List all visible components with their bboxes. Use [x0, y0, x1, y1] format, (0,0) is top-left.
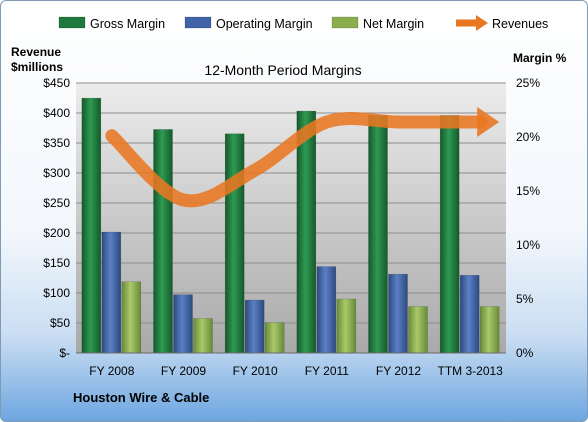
gross-margin-bar	[224, 133, 245, 354]
gross-margin-legend-swatch	[58, 16, 86, 29]
operating-margin-bar	[459, 274, 480, 354]
left-tick-label: $250	[43, 196, 70, 210]
gross-margin-bar	[153, 129, 173, 354]
operating-margin-bar	[101, 231, 122, 354]
x-tick-label: TTM 3-2013	[437, 364, 503, 378]
left-tick-label: $-	[59, 346, 70, 360]
right-tick-label: 10%	[516, 238, 540, 252]
right-tick-label: 5%	[516, 292, 534, 306]
net-margin-bar	[121, 281, 142, 354]
right-tick-label: 0%	[516, 346, 534, 360]
legend-label: Gross Margin	[90, 17, 165, 31]
x-tick-label: FY 2008	[89, 364, 134, 378]
right-axis-label: Margin %	[513, 51, 567, 65]
left-axis-label-line2: $millions	[11, 60, 63, 74]
left-tick-label: $100	[43, 286, 70, 300]
revenues-line	[105, 111, 488, 208]
right-tick-label: 15%	[516, 184, 540, 198]
left-tick-label: $50	[50, 316, 70, 330]
operating-margin-bar	[316, 266, 337, 354]
net-margin-bar	[264, 322, 285, 354]
left-tick-label: $150	[43, 256, 70, 270]
left-tick-label: $450	[43, 76, 70, 90]
x-tick-label: FY 2012	[376, 364, 421, 378]
left-tick-label: $400	[43, 106, 70, 120]
gross-margin-bar	[439, 115, 460, 354]
gross-margin-bar	[81, 97, 102, 354]
right-tick-label: 25%	[516, 76, 540, 90]
revenues-legend-arrowhead	[476, 15, 488, 31]
chart-title: 12-Month Period Margins	[204, 62, 361, 78]
net-margin-bar	[408, 306, 428, 354]
right-tick-label: 20%	[516, 130, 540, 144]
gross-margin-bar	[296, 110, 317, 354]
x-tick-label: FY 2009	[161, 364, 206, 378]
legend-label: Net Margin	[363, 17, 424, 31]
x-tick-label: FY 2011	[305, 364, 350, 378]
x-tick-label: FY 2010	[233, 364, 278, 378]
operating-margin-bar	[388, 273, 408, 354]
operating-margin-bar	[173, 294, 193, 354]
legend-label: Revenues	[492, 17, 548, 31]
net-margin-legend-swatch	[331, 16, 359, 29]
net-margin-bar	[193, 318, 213, 354]
left-axis-label-line1: Revenue	[11, 45, 61, 59]
operating-margin-legend-swatch	[184, 16, 212, 29]
left-tick-label: $300	[43, 166, 70, 180]
left-tick-label: $200	[43, 226, 70, 240]
gross-margin-bar	[368, 115, 388, 354]
net-margin-bar	[336, 298, 357, 354]
left-tick-label: $350	[43, 136, 70, 150]
company-name: Houston Wire & Cable	[73, 390, 209, 405]
revenues-arrowhead	[477, 107, 500, 137]
operating-margin-bar	[244, 299, 265, 354]
legend-label: Operating Margin	[216, 17, 313, 31]
net-margin-bar	[479, 306, 500, 354]
